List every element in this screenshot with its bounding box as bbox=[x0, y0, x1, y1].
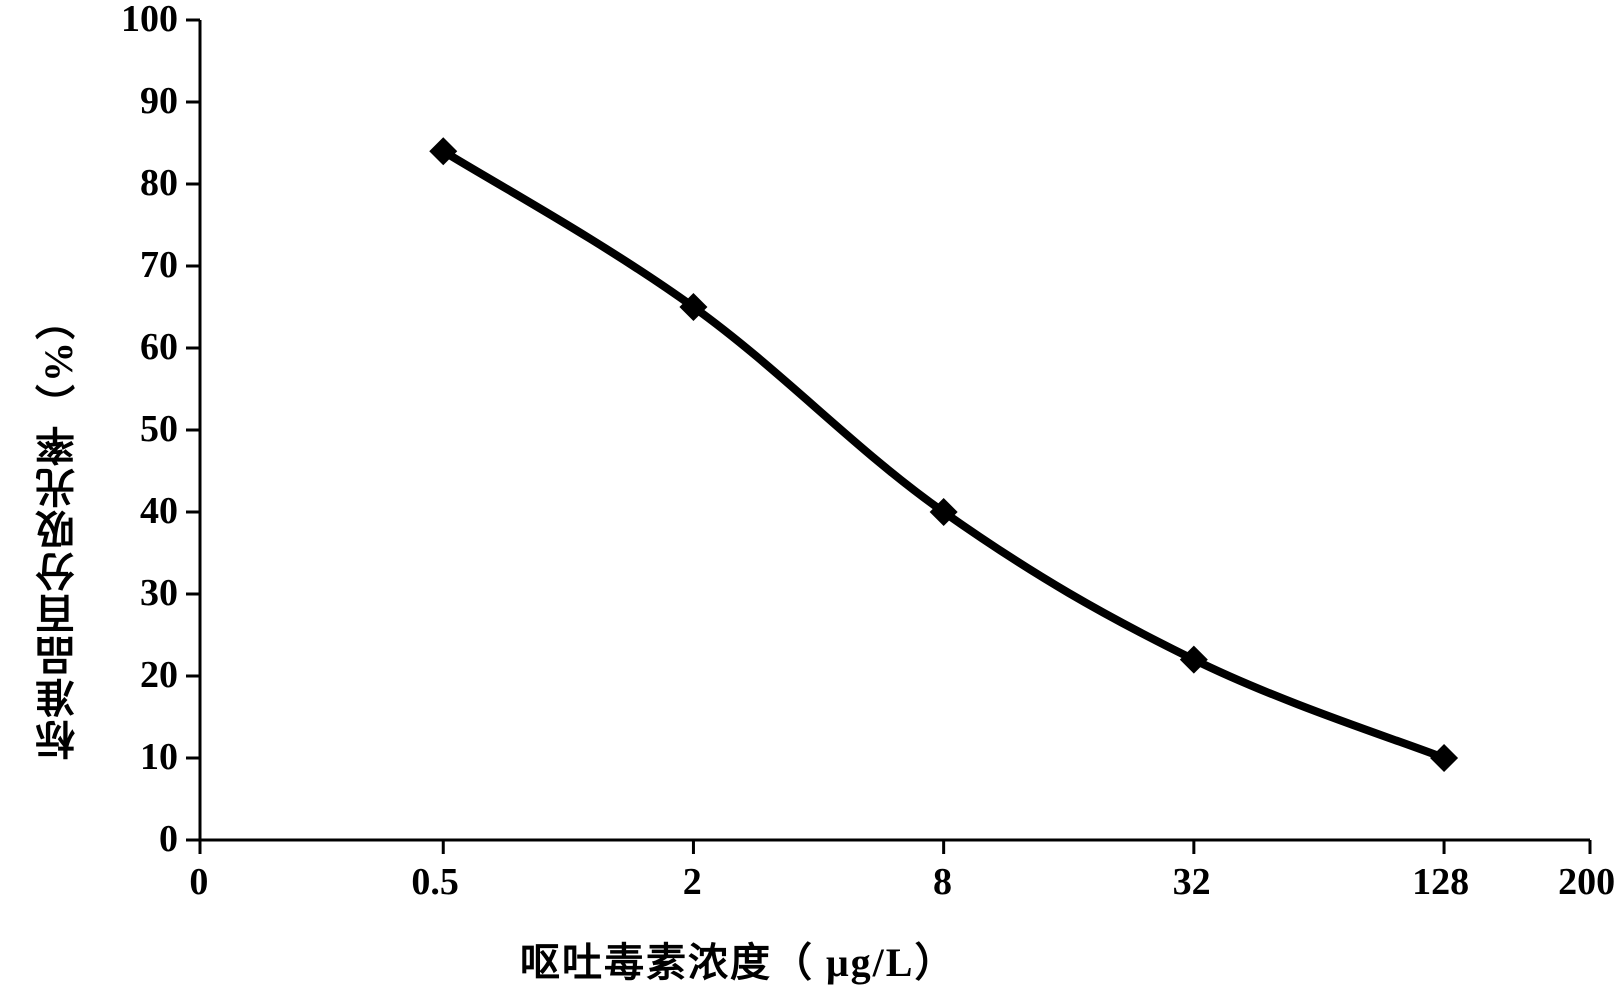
data-marker bbox=[1430, 744, 1458, 772]
y-tick-label: 0 bbox=[159, 817, 178, 861]
y-tick-label: 80 bbox=[140, 161, 178, 205]
y-tick-label: 70 bbox=[140, 243, 178, 287]
x-tick-label: 32 bbox=[1173, 860, 1211, 904]
x-tick-label: 200 bbox=[1558, 860, 1615, 904]
y-tick-label: 10 bbox=[140, 735, 178, 779]
x-tick-label: 2 bbox=[683, 860, 702, 904]
y-tick-label: 100 bbox=[121, 0, 178, 41]
x-tick-label: 8 bbox=[933, 860, 952, 904]
chart-svg bbox=[0, 0, 1619, 1003]
x-axis-title: 呕吐毒素浓度（ μg/L） bbox=[520, 930, 956, 988]
y-tick-label: 20 bbox=[140, 653, 178, 697]
y-tick-label: 50 bbox=[140, 407, 178, 451]
y-axis-title: 标准品百分吸光率（%） bbox=[30, 120, 88, 760]
y-tick-label: 40 bbox=[140, 489, 178, 533]
y-tick-label: 30 bbox=[140, 571, 178, 615]
chart-container: 标准品百分吸光率（%） 呕吐毒素浓度（ μg/L） 01020304050607… bbox=[0, 0, 1619, 1003]
y-tick-label: 90 bbox=[140, 79, 178, 123]
axes bbox=[200, 20, 1590, 840]
x-tick-label: 128 bbox=[1412, 860, 1469, 904]
data-marker bbox=[1180, 646, 1208, 674]
series-line bbox=[443, 151, 1444, 758]
y-tick-label: 60 bbox=[140, 325, 178, 369]
x-tick-label: 0 bbox=[189, 860, 208, 904]
x-tick-label: 0.5 bbox=[411, 860, 459, 904]
